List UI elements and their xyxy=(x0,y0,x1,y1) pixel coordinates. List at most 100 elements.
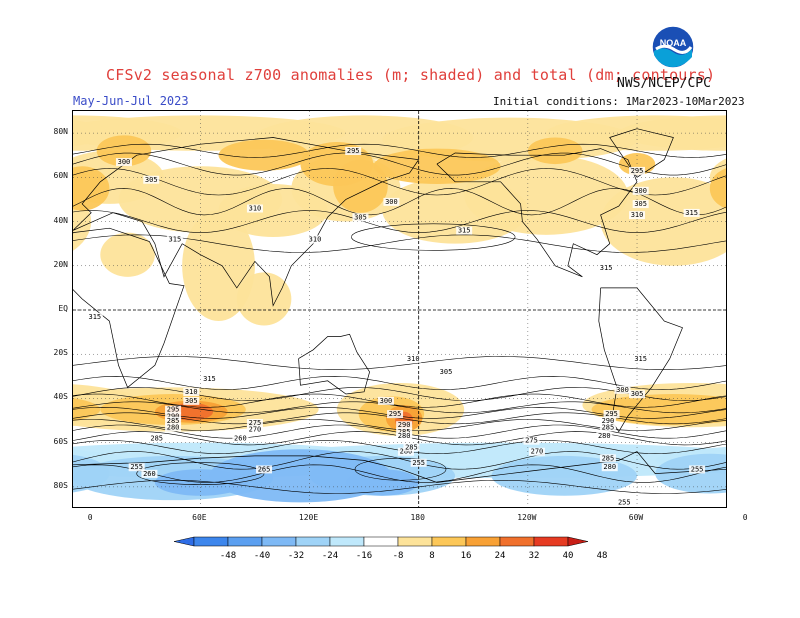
contour-label: 255 xyxy=(412,459,425,467)
colorbar-segment xyxy=(227,536,263,547)
contour-label-bg xyxy=(165,416,182,425)
lat-label: 60S xyxy=(53,436,68,446)
contour-label-bg xyxy=(352,213,369,222)
contour-label-bg xyxy=(528,447,545,456)
contour-label-bg xyxy=(306,235,323,244)
colorbar-segment xyxy=(431,536,467,547)
contour-label-bg xyxy=(629,390,646,399)
contour-label-bg xyxy=(437,368,454,377)
contour-label-bg xyxy=(115,158,132,167)
contour-label-bg xyxy=(141,469,158,478)
contour-label-bg xyxy=(383,197,400,206)
colorbar-label: 24 xyxy=(495,551,506,561)
contour-label: 305 xyxy=(354,213,367,221)
contour-label-bg xyxy=(629,166,646,175)
contour-label: 285 xyxy=(167,417,180,425)
contour-label-bg xyxy=(387,410,404,419)
lat-label: 40S xyxy=(53,392,68,402)
colorbar-label: 48 xyxy=(597,551,608,561)
contour-label: 315 xyxy=(634,355,647,363)
map-panel: 2953003053103153103053003152953153103053… xyxy=(72,110,727,508)
contour-label: 315 xyxy=(203,375,216,383)
contour-label-bg xyxy=(256,465,273,474)
contour-label-bg xyxy=(403,443,420,452)
colorbar-segment xyxy=(499,536,535,547)
contour-label: 285 xyxy=(150,434,163,442)
contour-label-bg xyxy=(396,421,413,430)
contour-label: 300 xyxy=(380,397,393,405)
colorbar-segment xyxy=(363,536,399,547)
contour-label-bg xyxy=(523,436,540,445)
lat-lon-grid xyxy=(73,111,726,507)
contour-label: 270 xyxy=(249,426,262,434)
contour-label-bg xyxy=(599,423,616,432)
contour-label-bg xyxy=(345,147,362,156)
colorbar-segment xyxy=(397,536,433,547)
colorbar-label: -24 xyxy=(322,551,338,561)
lon-label: 0 xyxy=(742,513,748,522)
contour-label: 285 xyxy=(398,428,411,436)
lat-label: 60N xyxy=(53,171,68,181)
contour-label: 315 xyxy=(89,313,102,321)
contour-label-bg xyxy=(632,186,649,195)
contour-label: 295 xyxy=(347,147,360,155)
contour-label-bg xyxy=(143,175,160,184)
contour-label: 305 xyxy=(185,397,198,405)
colorbar-label: -16 xyxy=(356,551,372,561)
contour-label-bg xyxy=(396,427,413,436)
colorbar-segment xyxy=(295,536,331,547)
contour-label: 285 xyxy=(602,454,615,462)
contour-label: 285 xyxy=(602,423,615,431)
contour-label: 265 xyxy=(258,465,271,473)
anomaly-shading xyxy=(73,115,726,503)
anomaly-map: 2953003053103153103053003152953153103053… xyxy=(73,111,726,507)
contour-label-bg xyxy=(410,458,427,467)
colorbar-high-arrow xyxy=(567,536,589,547)
contour-label-bg xyxy=(396,432,413,441)
contour-label: 260 xyxy=(143,470,156,478)
lon-label: 120E xyxy=(298,513,319,522)
contour-label-bg xyxy=(148,434,165,443)
contour-labels: 2953003053103153103053003152953153103053… xyxy=(86,147,706,507)
colorbar-label: 8 xyxy=(429,551,434,561)
noaa-logo-text: NOAA xyxy=(660,38,687,48)
contour-label-bg xyxy=(616,498,633,507)
contour-label: 305 xyxy=(440,368,453,376)
contour-label-bg xyxy=(689,465,706,474)
contour-label: 280 xyxy=(603,463,616,471)
lat-label: EQ xyxy=(58,304,68,313)
initial-conditions-label: Initial conditions: 1Mar2023-10Mar2023 xyxy=(493,95,745,108)
contour-label: 315 xyxy=(458,227,471,235)
colorbar-label: -8 xyxy=(393,551,404,561)
contour-label-bg xyxy=(629,211,646,220)
contour-label-bg xyxy=(165,412,182,421)
lon-label: 0 xyxy=(87,513,93,522)
colorbar-segment xyxy=(533,536,569,547)
contour-label: 310 xyxy=(631,211,644,219)
contour-label-bg xyxy=(165,423,182,432)
contour-label-bg xyxy=(232,434,249,443)
chart-title: CFSv2 seasonal z700 anomalies (m; shaded… xyxy=(106,66,716,84)
lon-label: 120W xyxy=(517,513,537,522)
contour-label-bg xyxy=(405,354,422,363)
contour-label: 295 xyxy=(167,406,180,414)
lat-label: 80N xyxy=(53,127,68,137)
contour-label-bg xyxy=(601,463,618,472)
contour-label-bg xyxy=(683,208,700,217)
contour-label: 290 xyxy=(602,417,615,425)
height-contours xyxy=(73,143,726,494)
contour-label-bg xyxy=(201,374,218,383)
contour-label-bg xyxy=(598,264,615,273)
contour-label: 275 xyxy=(249,419,262,427)
colorbar-label: -48 xyxy=(220,551,236,561)
contour-label-bg xyxy=(456,226,473,235)
lat-label: 40N xyxy=(53,215,68,225)
colorbar-segment xyxy=(193,536,229,547)
lon-label: 60W xyxy=(628,513,644,522)
contour-label-bg xyxy=(397,447,414,456)
contour-label-bg xyxy=(603,410,620,419)
agency-label: NWS/NCEP/CPC xyxy=(617,76,711,91)
contour-label-bg xyxy=(183,388,200,397)
contour-label: 280 xyxy=(167,423,180,431)
contour-label: 300 xyxy=(616,386,629,394)
